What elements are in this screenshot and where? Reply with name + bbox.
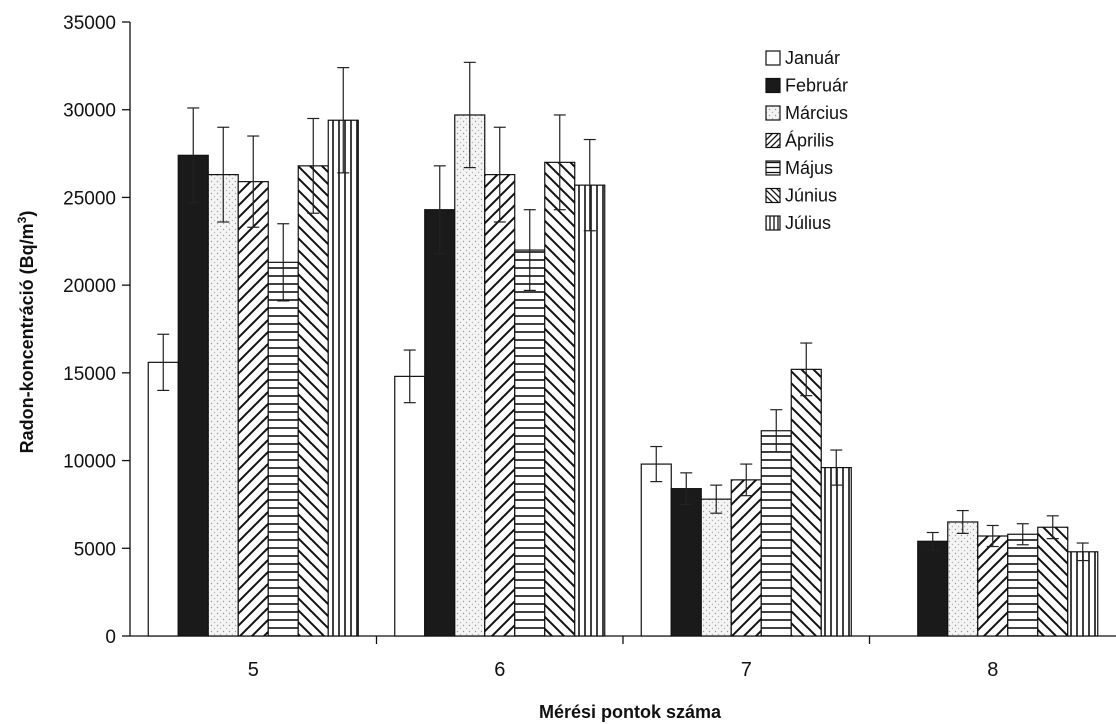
y-tick-label: 15000 <box>63 364 116 385</box>
legend-label: Április <box>785 131 834 151</box>
legend-label: Február <box>785 76 848 96</box>
y-axis-title-main: Radon-koncentráció (Bq/m <box>17 223 37 453</box>
x-tick-label: 8 <box>987 659 998 681</box>
bar <box>424 209 456 637</box>
legend-swatch <box>765 50 781 66</box>
y-tick-label: 10000 <box>63 452 116 473</box>
x-tick-label: 5 <box>248 659 259 681</box>
x-tick-label: 6 <box>494 659 505 681</box>
legend-label: Május <box>785 158 833 178</box>
bar <box>947 521 979 637</box>
legend-swatch <box>765 215 781 231</box>
x-tick-label: 7 <box>741 659 752 681</box>
bar <box>1007 533 1039 637</box>
y-tick-label: 5000 <box>74 539 116 560</box>
bar <box>917 540 949 637</box>
bar <box>640 463 672 637</box>
bar <box>207 174 239 637</box>
legend-swatch <box>765 77 781 94</box>
bar <box>297 165 329 637</box>
bar <box>760 430 792 637</box>
bar <box>1067 551 1099 637</box>
bar <box>670 488 702 637</box>
bar <box>514 249 546 637</box>
bar <box>790 368 822 637</box>
y-tick-label: 35000 <box>63 13 116 34</box>
bar <box>730 479 762 637</box>
legend-label: Március <box>785 103 848 123</box>
bar <box>820 466 852 637</box>
error-bars <box>157 61 1089 562</box>
bar <box>394 375 426 637</box>
y-axis: 0 5000 10000 15000 20000 25000 30000 35000 <box>63 13 131 648</box>
bar <box>327 119 359 637</box>
bar <box>574 184 606 637</box>
y-axis-title-superscript: 3 <box>15 216 29 223</box>
bar <box>237 181 269 637</box>
legend-label: Június <box>785 186 837 206</box>
bar <box>700 498 732 637</box>
legend-swatch <box>765 187 781 204</box>
x-axis-title: Mérési pontok száma <box>539 702 722 722</box>
legend-label: Július <box>785 213 831 233</box>
y-tick-label: 25000 <box>63 188 116 209</box>
bar <box>454 114 486 637</box>
bar <box>484 174 516 637</box>
bar <box>977 535 1009 637</box>
bar <box>544 161 576 637</box>
bar <box>147 361 179 637</box>
x-axis: 5 6 7 8 <box>130 635 1116 681</box>
y-axis-title: Radon-koncentráció (Bq/m3) <box>15 211 37 454</box>
bar <box>267 261 299 637</box>
bar <box>177 154 209 637</box>
y-tick-label: 30000 <box>63 101 116 122</box>
y-tick-label: 20000 <box>63 276 116 297</box>
y-tick-label: 0 <box>105 627 116 648</box>
bars <box>147 114 1099 637</box>
legend-swatch <box>765 160 781 176</box>
legend-label: Január <box>785 48 840 68</box>
y-axis-title-close: ) <box>17 211 37 217</box>
bar <box>1037 526 1069 637</box>
legend-swatch <box>765 132 781 149</box>
legend: Január Február Március Április Május Június Jú… <box>765 48 848 233</box>
legend-swatch <box>765 105 781 121</box>
